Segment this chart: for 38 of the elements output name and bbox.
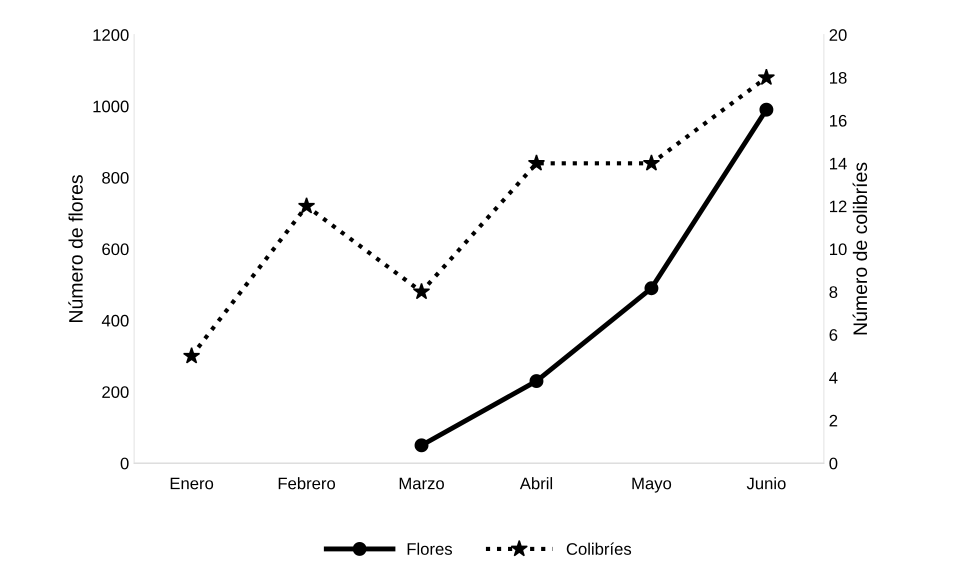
y2-tick-label: 8 xyxy=(829,286,838,298)
x-tick-label: Enero xyxy=(170,478,214,490)
x-tick-label: Mayo xyxy=(632,478,672,493)
y2-tick-label: 14 xyxy=(830,158,847,170)
x-tick-label: Febrero xyxy=(278,477,336,490)
y-tick-label: 600 xyxy=(102,243,129,256)
y-axis-title: Número de flores xyxy=(68,175,83,322)
legend-label: Colibríes xyxy=(566,542,632,555)
point xyxy=(412,282,430,300)
y-tick-label: 400 xyxy=(102,314,129,327)
y2-tick-label: 12 xyxy=(830,200,846,212)
point xyxy=(182,347,200,364)
y2-tick-label: 16 xyxy=(830,114,847,127)
point xyxy=(758,68,776,86)
y2-tick-label: 10 xyxy=(830,243,847,256)
x-tick-label: Marzo xyxy=(400,478,444,490)
x-tick-label: Abril xyxy=(520,477,552,490)
y2-tick-label: 18 xyxy=(830,72,847,84)
y2-tick-label: 6 xyxy=(830,329,838,341)
point xyxy=(642,154,660,171)
legend-label: Flores xyxy=(408,542,452,555)
y-tick-label: 0 xyxy=(120,458,129,470)
point xyxy=(759,102,774,117)
y-tick-label: 200 xyxy=(102,386,129,398)
y-tick-label: 800 xyxy=(102,172,129,184)
y2-tick-label: 0 xyxy=(829,458,838,470)
x-tick-label: Junio xyxy=(746,477,786,490)
y2-tick-label: 4 xyxy=(829,372,838,384)
y2-tick-label: 2 xyxy=(830,414,838,426)
point xyxy=(644,281,658,296)
y2-axis-title: Número de colibríes xyxy=(852,162,868,334)
point xyxy=(530,374,544,388)
point xyxy=(414,438,428,452)
y2-tick-label: 20 xyxy=(830,29,847,41)
point xyxy=(298,197,316,214)
y-tick-label: 1200 xyxy=(93,29,129,41)
point xyxy=(528,154,546,171)
y-tick-label: 1000 xyxy=(93,100,129,112)
